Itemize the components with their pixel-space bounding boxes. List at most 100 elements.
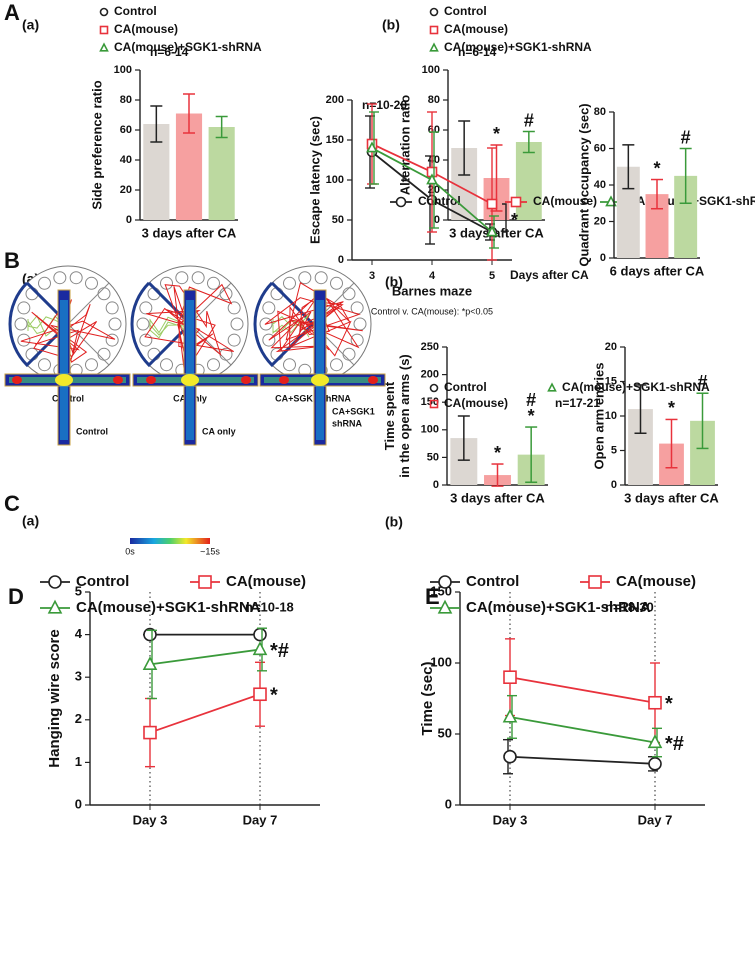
- y-tick-label: 100: [430, 654, 452, 669]
- annotation: *: [511, 210, 518, 230]
- maze-hole: [353, 317, 367, 331]
- heat: [368, 376, 378, 384]
- maze-hole: [105, 333, 119, 347]
- y-tick-label: 150: [326, 134, 344, 146]
- legend-label: CA(mouse)+SGK1-shRNA: [444, 40, 592, 54]
- scale-label: 0s: [125, 546, 135, 556]
- y-tick-label: 60: [594, 142, 606, 154]
- target-quadrant: [253, 281, 316, 368]
- legend-label: CA(mouse)+SGK1-shRNA: [562, 380, 710, 394]
- y-tick-label: 60: [428, 124, 440, 136]
- sample-size: n=10-20: [362, 98, 407, 112]
- legend-label: CA(mouse)+SGK1-shRNA: [76, 599, 261, 616]
- maze-hole: [330, 276, 343, 290]
- y-tick-label: 0: [445, 796, 452, 811]
- maze-hole: [85, 358, 98, 372]
- marker: [198, 575, 212, 589]
- legend-label: CA(mouse): [226, 573, 306, 590]
- maze-hole: [314, 271, 328, 285]
- legend-label: Control: [76, 573, 129, 590]
- heat: [241, 376, 251, 384]
- heat: [12, 376, 22, 384]
- bracket: [502, 203, 507, 233]
- significance: *: [665, 693, 673, 715]
- x-axis-label: 3 days after CA: [142, 225, 237, 240]
- path-trace: [27, 315, 65, 335]
- series-line: [509, 716, 656, 744]
- sample-size: n=6-14: [458, 45, 497, 59]
- x-tick-label: Day 7: [638, 812, 673, 827]
- marker: [486, 225, 498, 237]
- legend-label: Control: [444, 380, 487, 394]
- maze-hole: [330, 358, 343, 372]
- y-tick-label: 50: [332, 214, 344, 226]
- maze-hole: [298, 271, 312, 285]
- y-tick-label: 0: [611, 479, 617, 491]
- significance: *: [668, 398, 675, 418]
- marker: [648, 695, 662, 710]
- legend-label: CA(mouse)+SGK1-shRNA: [466, 599, 651, 616]
- significance: *: [494, 443, 501, 463]
- series-line: [509, 755, 656, 765]
- sample-size: n=6-14: [150, 45, 189, 59]
- legend-label: Control: [444, 4, 487, 18]
- marker: [588, 575, 602, 589]
- x-axis-label: Barnes maze: [392, 283, 472, 298]
- maze-hole: [97, 347, 111, 361]
- panel-letter: B: [4, 248, 20, 273]
- marker: [99, 7, 109, 17]
- y-axis-label: Escape latency (sec): [307, 116, 322, 244]
- significance: #: [526, 390, 536, 410]
- heat: [316, 300, 324, 440]
- bar: [515, 142, 542, 220]
- marker: [429, 399, 439, 409]
- y-tick-label: 20: [594, 215, 606, 227]
- marker: [503, 749, 517, 764]
- y-tick-label: 100: [114, 64, 132, 76]
- bar: [674, 175, 698, 258]
- marker: [429, 383, 439, 393]
- panel-letter: D: [8, 584, 24, 609]
- marker: [253, 627, 267, 642]
- legend-label: CA(mouse)+SGK1-shRNA: [114, 40, 262, 54]
- maze-hole: [17, 301, 31, 315]
- y-axis-label: in the open arms (s): [397, 354, 412, 478]
- bar: [645, 194, 669, 258]
- marker: [438, 575, 452, 589]
- marker: [605, 195, 617, 207]
- y-tick-label: 40: [594, 179, 606, 191]
- y-tick-label: 0: [75, 796, 82, 811]
- heat: [55, 374, 73, 386]
- legend-label: CA(mouse): [444, 396, 508, 410]
- path-trace: [20, 299, 116, 363]
- y-tick-label: 100: [326, 174, 344, 186]
- y-axis-label: Open arm entries: [591, 363, 606, 470]
- y-tick-label: 0: [600, 252, 606, 264]
- maze-label: CA+SGK1-shRNA: [275, 393, 351, 403]
- maze-divider: [67, 282, 110, 325]
- sub-label: (b): [385, 514, 403, 530]
- bar: [616, 166, 640, 258]
- legend-label: CA(mouse): [533, 194, 597, 208]
- heat: [181, 374, 199, 386]
- maze-hole: [85, 276, 98, 290]
- maze-hole: [136, 317, 150, 331]
- significance: *#: [665, 733, 684, 755]
- color-scale: [130, 538, 210, 544]
- significance: *: [528, 406, 535, 426]
- x-axis-label: 3 days after CA: [450, 490, 545, 505]
- marker: [429, 25, 439, 35]
- marker: [366, 141, 378, 153]
- y-tick-label: 5: [611, 444, 617, 456]
- target-quadrant: [8, 281, 71, 368]
- legend-label: Control: [466, 573, 519, 590]
- marker: [143, 725, 157, 740]
- target-quadrant: [130, 281, 193, 368]
- marker: [429, 7, 439, 17]
- maze-hole: [227, 301, 241, 315]
- y-tick-label: 250: [421, 341, 439, 353]
- series-line: [149, 693, 261, 734]
- heatmap-label: CA+SGK1: [332, 406, 375, 416]
- sub-label: (b): [382, 17, 400, 33]
